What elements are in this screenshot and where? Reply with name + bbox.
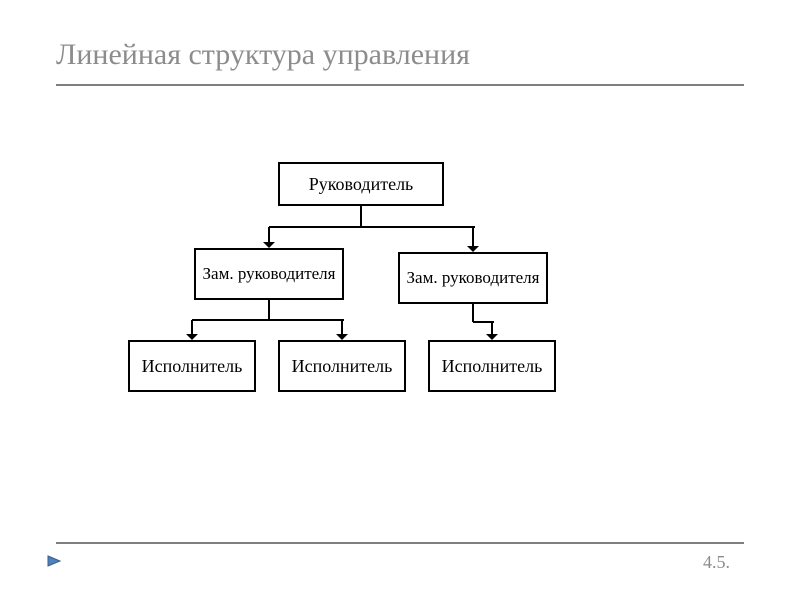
connector-v-exec2 (341, 320, 343, 335)
arrow-dep1 (263, 242, 275, 248)
connector-v-dep1 (268, 227, 270, 243)
connector-v-dep1 (268, 300, 270, 320)
arrow-exec3 (486, 334, 498, 340)
connector-h-dep1 (192, 319, 344, 321)
node-exec3: Исполнитель (428, 340, 556, 392)
arrow-exec2 (336, 334, 348, 340)
node-label: Исполнитель (442, 356, 543, 377)
arrow-exec1 (186, 334, 198, 340)
connector-v-dep2 (472, 227, 474, 247)
node-label: Зам. руководителя (203, 264, 336, 284)
slide-title: Линейная структура управления (56, 38, 470, 72)
node-label: Исполнитель (142, 356, 243, 377)
top-rule (56, 84, 744, 86)
arrow-dep2 (467, 246, 479, 252)
node-dep2: Зам. руководителя (398, 252, 548, 304)
connector-h-root (269, 226, 475, 228)
bottom-rule (56, 542, 744, 544)
page-number: 4.5. (703, 552, 730, 573)
node-root: Руководитель (278, 162, 444, 206)
connector-v-root (360, 206, 362, 227)
bullet-icon (46, 552, 64, 570)
node-label: Исполнитель (292, 356, 393, 377)
node-label: Руководитель (309, 174, 414, 195)
connector-v-dep2 (472, 304, 474, 322)
connector-v-exec1 (191, 320, 193, 335)
node-exec1: Исполнитель (128, 340, 256, 392)
node-exec2: Исполнитель (278, 340, 406, 392)
node-dep1: Зам. руководителя (194, 248, 344, 300)
node-label: Зам. руководителя (407, 268, 540, 288)
